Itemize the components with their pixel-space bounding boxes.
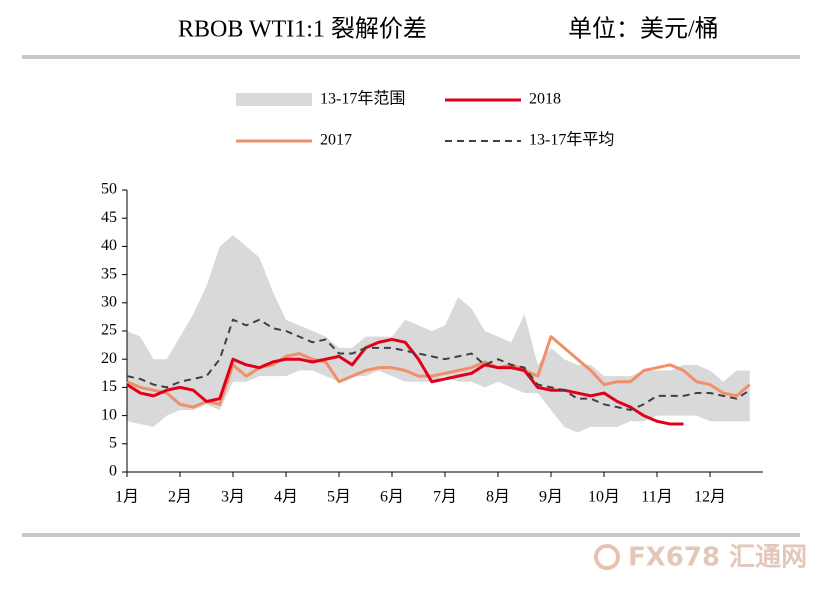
y-tick-label: 10 xyxy=(101,406,117,423)
series-line xyxy=(126,335,751,409)
y-tick-label: 20 xyxy=(101,350,117,367)
logo-icon xyxy=(594,544,620,570)
x-tick-label: 1月 xyxy=(115,489,139,506)
y-tick-label: 0 xyxy=(109,463,117,480)
y-tick-label: 25 xyxy=(101,322,117,339)
x-tick-label: 8月 xyxy=(486,489,510,506)
series-line xyxy=(126,337,684,426)
x-tick-label: 12月 xyxy=(694,489,726,506)
x-tick-label: 6月 xyxy=(380,489,404,506)
y-tick-label: 45 xyxy=(101,209,117,226)
legend-label: 13-17年范围 xyxy=(320,90,405,108)
x-tick-label: 3月 xyxy=(221,489,245,506)
x-tick-label: 7月 xyxy=(433,489,457,506)
y-tick-label: 35 xyxy=(101,265,117,282)
legend-label: 2018 xyxy=(529,91,561,108)
y-tick-label: 15 xyxy=(101,378,117,395)
x-tick-label: 5月 xyxy=(327,489,351,506)
watermark: FX678 汇通网 xyxy=(628,543,807,573)
x-tick-label: 4月 xyxy=(274,489,298,506)
legend-swatch xyxy=(236,93,312,106)
unit-label: 单位：美元/桶 xyxy=(568,16,719,43)
legend-label: 13-17年平均 xyxy=(529,131,614,149)
legend-label: 2017 xyxy=(320,132,352,149)
y-tick-label: 50 xyxy=(101,181,117,198)
bottom-rule xyxy=(22,533,800,537)
x-tick-label: 9月 xyxy=(539,489,563,506)
y-tick-label: 40 xyxy=(101,237,117,254)
range-area xyxy=(127,235,750,433)
x-tick-label: 2月 xyxy=(168,489,192,506)
top-rule xyxy=(22,55,800,59)
y-tick-label: 30 xyxy=(101,293,117,310)
y-tick-label: 5 xyxy=(109,434,117,451)
chart-title: RBOB WTI1:1 裂解价差 xyxy=(178,16,427,43)
x-tick-label: 10月 xyxy=(588,489,620,506)
x-tick-label: 11月 xyxy=(641,489,672,506)
